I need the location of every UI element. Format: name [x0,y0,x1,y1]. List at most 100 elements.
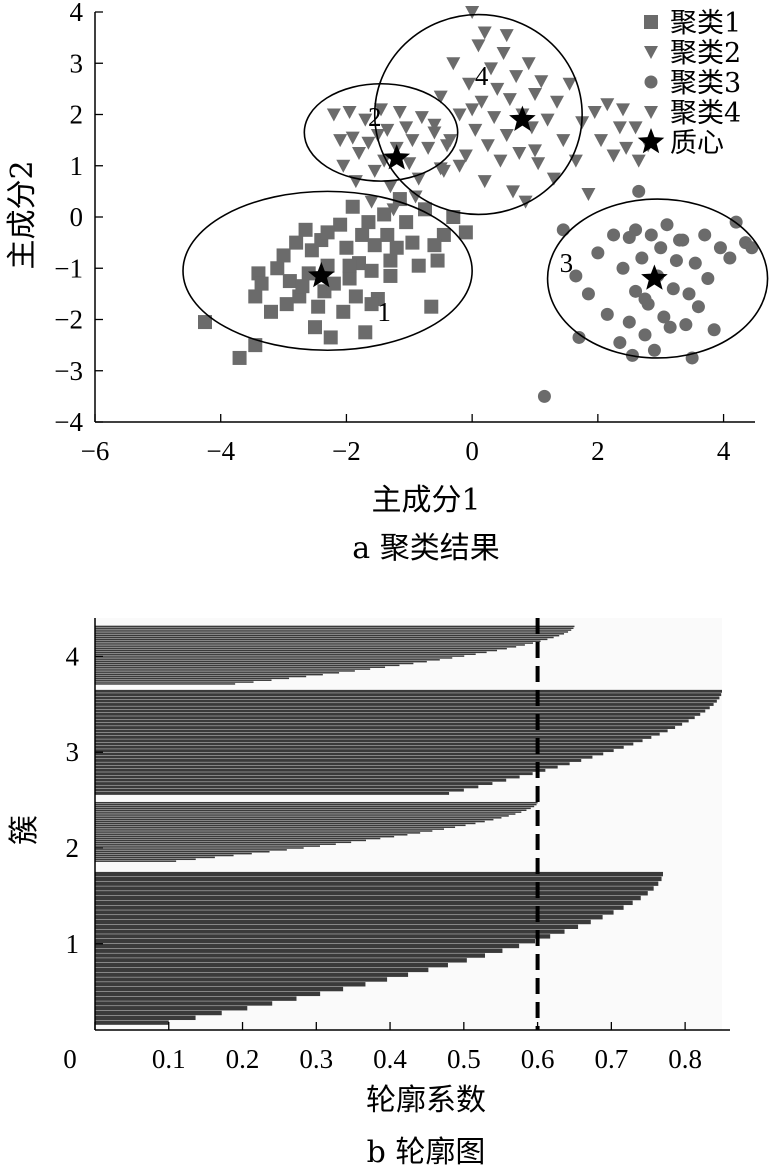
cluster-3-ellipse [546,198,769,359]
cluster-2-ellipse [303,82,459,182]
silhouette-bar-cluster-4 [95,662,414,665]
silhouette-bar-cluster-4 [95,647,507,650]
silhouette-bar-cluster-4 [95,633,565,635]
series-5-point [308,261,335,288]
silhouette-bar-cluster-1 [95,962,448,968]
silhouette-bar-cluster-1 [95,996,297,1001]
silhouette-bar-cluster-3 [95,791,450,795]
silhouette-y-tick-label: 4 [66,641,80,671]
cluster-1-ellipse [182,190,473,352]
series-4-point [477,26,492,40]
legend-marker-5 [637,128,665,154]
silhouette-x-tick-label: 0.3 [299,1044,333,1074]
series-4-point [465,6,480,19]
silhouette-bar-cluster-3 [95,693,722,697]
scatter-y-tick-label: −1 [54,253,83,283]
cluster-1-label: 1 [377,297,391,327]
series-1-point [282,274,297,289]
series-1-point [389,240,404,255]
silhouette-bar-cluster-1 [95,919,591,925]
series-4-point [631,154,646,168]
silhouette-y-axis-label: 簇 [7,815,42,845]
silhouette-bar-cluster-4 [95,681,254,683]
series-1-point [380,227,395,242]
series-3-point [591,246,605,260]
series-2-point [345,131,360,145]
series-1-point [405,235,420,250]
series-3-point [673,233,687,247]
silhouette-bar-cluster-4 [95,625,575,628]
silhouette-bar-cluster-4 [95,666,386,668]
silhouette-bar-cluster-3 [95,726,676,729]
series-2-point [377,154,392,168]
silhouette-x-tick-label: 0.1 [152,1044,186,1074]
series-1-point [289,235,304,250]
silhouette-bar-cluster-2 [95,834,408,836]
series-2-point [361,136,376,150]
series-2-point [421,141,436,155]
series-1-point [399,215,414,230]
silhouette-bar-cluster-3 [95,696,720,700]
series-4-point [512,146,527,160]
series-3-point [569,269,583,283]
series-1-point [339,240,354,255]
silhouette-bar-cluster-1 [95,982,366,987]
series-4-point [462,77,476,91]
silhouette-x-axis-label: 轮廓系数 [366,1083,486,1118]
silhouette-bar-cluster-4 [95,636,554,639]
scatter-x-tick-label: 4 [717,436,731,466]
series-3-point [666,282,680,296]
series-3-point [657,310,671,324]
silhouette-bar-cluster-3 [95,716,695,720]
series-1-point [336,304,351,319]
silhouette-bar-cluster-2 [95,845,320,847]
silhouette-bar-cluster-2 [95,820,485,823]
series-2-point [408,190,423,204]
series-2-point [364,195,379,209]
silhouette-bar-cluster-2 [95,854,234,857]
legend-marker-1 [644,15,658,29]
silhouette-bar-cluster-4 [95,657,453,659]
series-3-point [556,223,570,237]
silhouette-bar-cluster-3 [95,759,582,762]
silhouette-bar-cluster-1 [95,1020,169,1025]
series-1-point [364,297,379,312]
silhouette-bar-cluster-4 [95,634,560,637]
series-3-point [663,320,677,334]
series-4-point [474,95,489,109]
series-1-point [383,253,398,268]
series-3-point [537,389,551,403]
silhouette-bar-cluster-1 [95,886,654,891]
series-1-point [279,297,294,312]
silhouette-bar-cluster-3 [95,768,546,772]
silhouette-bar-cluster-2 [95,826,456,828]
silhouette-bar-cluster-1 [95,948,503,953]
silhouette-bar-cluster-4 [95,655,465,657]
series-3-point [701,272,715,285]
series-2-point [383,180,398,194]
series-3-point [660,218,674,232]
silhouette-bar-cluster-4 [95,675,307,678]
series-4-point [518,195,533,209]
silhouette-x-tick-label: 0.4 [373,1044,407,1074]
silhouette-bar-cluster-2 [95,839,367,842]
series-4-point [521,57,536,71]
silhouette-x-tick-label: 0.5 [447,1044,481,1074]
silhouette-bar-cluster-1 [95,910,614,915]
silhouette-bar-cluster-1 [95,929,565,934]
series-4-point [433,90,448,104]
silhouette-bar-cluster-3 [95,719,689,723]
series-5-point [383,144,410,170]
series-2-point [358,113,373,127]
series-4-point [619,141,634,155]
series-4-point [528,88,542,101]
series-4-point [587,105,602,119]
series-1-point [333,217,348,232]
silhouette-bar-cluster-1 [95,915,603,920]
series-2-point [374,103,388,117]
series-4-point [628,121,643,135]
silhouette-bar-cluster-3 [95,778,507,782]
scatter-y-tick-label: −4 [54,407,83,437]
cluster-4-label: 4 [475,61,489,91]
